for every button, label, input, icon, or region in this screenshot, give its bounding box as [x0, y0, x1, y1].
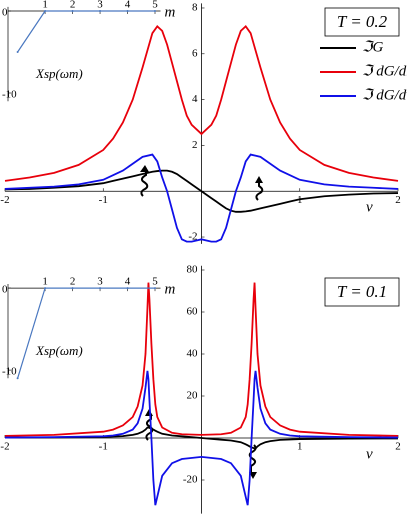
- x-tick-label: 2: [395, 194, 401, 206]
- y-tick-label: 6: [192, 47, 198, 59]
- inset-y-label: Xsp(ωm): [35, 343, 83, 358]
- y-tick-label: 8: [192, 2, 198, 14]
- series-line: [4, 169, 399, 213]
- inset-point: [16, 51, 19, 53]
- series-line: [4, 370, 399, 506]
- inset-point: [154, 10, 157, 12]
- arrow-head: [249, 472, 257, 479]
- inset-y-tick-label: 0: [2, 284, 8, 296]
- inset-x-tick-label: 2: [70, 276, 76, 288]
- inset-point: [126, 287, 129, 290]
- arrow-decoration: [140, 171, 149, 197]
- inset-x-tick-label: 1: [42, 0, 48, 11]
- inset-y-tick-label: -10: [2, 366, 17, 378]
- inset-point: [71, 10, 74, 12]
- inset-x-tick-label: 4: [125, 276, 131, 288]
- arrow-head: [255, 176, 263, 183]
- inset-point: [71, 287, 74, 290]
- arrow-head: [140, 165, 149, 172]
- inset-x-tick-label: 3: [97, 276, 103, 288]
- x-axis-label: ν: [366, 200, 373, 216]
- annotation: T = 0.1: [337, 282, 387, 301]
- inset-point: [16, 377, 19, 380]
- series-line: [4, 153, 399, 243]
- series-line: [4, 24, 399, 182]
- inset-x-label: m: [165, 4, 176, 20]
- inset-x-tick-label: 5: [152, 0, 158, 11]
- annotation: T = 0.2: [337, 12, 388, 31]
- y-tick-label: 60: [187, 306, 199, 318]
- series-line: [4, 282, 399, 437]
- inset-x-tick-label: 1: [42, 276, 48, 288]
- inset-line: [17, 287, 155, 379]
- inset-point: [44, 10, 47, 12]
- y-tick-label: 40: [187, 348, 199, 360]
- inset-y-label: Xsp(ωm): [35, 66, 83, 81]
- inset-point: [99, 287, 102, 290]
- x-tick-label: -1: [99, 194, 108, 206]
- inset-line: [17, 10, 155, 53]
- legend-label: ℑ dG/dν: [362, 87, 407, 103]
- y-tick-label: -2: [188, 231, 197, 243]
- x-tick-label: -2: [0, 441, 9, 453]
- x-tick-label: -1: [99, 441, 108, 453]
- inset-point: [44, 287, 47, 290]
- inset-x-label: m: [165, 282, 176, 298]
- y-tick-label: 4: [192, 93, 198, 105]
- legend-label: ℑ dG/dh: [362, 63, 407, 79]
- annotation-box: [324, 277, 400, 307]
- y-tick-label: 20: [187, 390, 199, 402]
- inset-x-tick-label: 5: [152, 276, 158, 288]
- inset-x-tick-label: 2: [70, 0, 76, 11]
- inset-point: [154, 287, 157, 290]
- x-tick-label: 2: [395, 441, 401, 453]
- inset-y-tick-label: 0: [2, 7, 8, 19]
- x-axis-label: ν: [366, 446, 373, 462]
- legend-label: ℑG: [362, 39, 383, 55]
- series-line: [4, 426, 399, 450]
- inset-point: [99, 10, 102, 12]
- arrow-head: [145, 409, 153, 416]
- inset-x-tick-label: 4: [125, 0, 131, 11]
- x-tick-label: -2: [0, 194, 9, 206]
- x-tick-label: 1: [297, 441, 303, 453]
- y-tick-label: 2: [192, 139, 198, 151]
- inset-y-tick-label: -10: [2, 89, 17, 101]
- annotation-box: [324, 7, 400, 37]
- arrow-decoration: [255, 182, 264, 201]
- inset-point: [126, 10, 129, 12]
- inset-x-tick-label: 3: [97, 0, 103, 11]
- y-tick-label: 80: [187, 264, 199, 276]
- y-tick-label: -20: [183, 474, 198, 486]
